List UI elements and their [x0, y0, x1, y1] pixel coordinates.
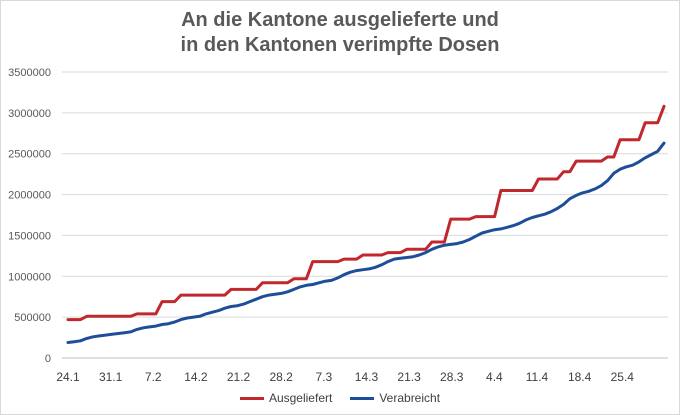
- y-tick-label: 0: [45, 353, 51, 365]
- x-tick-label: 28.2: [270, 370, 294, 384]
- gridlines: [62, 71, 668, 318]
- x-tick-label: 21.2: [227, 370, 251, 384]
- x-tick-label: 21.3: [397, 370, 421, 384]
- legend-swatch-verabreicht: [350, 396, 375, 400]
- x-tick-label: 14.2: [184, 370, 208, 384]
- y-tick-label: 3500000: [8, 67, 51, 79]
- x-tick-label: 7.2: [145, 370, 162, 384]
- x-tick-label: 11.4: [526, 370, 549, 384]
- x-tick-label: 25.4: [611, 370, 635, 384]
- y-tick-label: 500000: [14, 312, 51, 324]
- x-tick-label: 4.4: [486, 370, 503, 384]
- y-tick-label: 2000000: [8, 190, 51, 202]
- x-tick-label: 28.3: [440, 370, 464, 384]
- series-line-ausgeliefert: [66, 104, 666, 322]
- y-tick-label: 3000000: [8, 108, 51, 120]
- series-line-verabreicht: [66, 141, 666, 344]
- legend-item-verabreicht: Verabreicht: [350, 391, 440, 405]
- legend-swatch-ausgeliefert: [239, 396, 264, 400]
- chart-title-line-1: An die Kantone ausgelieferte und: [181, 9, 499, 31]
- x-tick-label: 31.1: [99, 370, 123, 384]
- x-tick-label: 24.1: [56, 370, 80, 384]
- y-tick-label: 2500000: [8, 149, 51, 161]
- y-tick-label: 1000000: [8, 271, 51, 283]
- legend-label-ausgeliefert: Ausgeliefert: [268, 391, 333, 405]
- x-tick-label: 7.3: [315, 370, 332, 384]
- x-tick-label: 18.4: [568, 370, 592, 384]
- y-tick-label: 1500000: [8, 230, 51, 242]
- series-lines: [66, 104, 666, 344]
- chart-title-line-2: in den Kantonen verimpfte Dosen: [180, 34, 500, 56]
- x-tick-label: 14.3: [355, 370, 379, 384]
- legend: Ausgeliefert Verabreicht: [0, 391, 680, 405]
- x-axis-ticks: 24.1 31.1 7.2 14.2 21.2 28.2 7.3 14.3 21.3 28.3 4.…: [56, 370, 634, 384]
- y-axis-ticks: 0 500000 1000000 1500000 2000000 2500000 30000…: [8, 67, 51, 365]
- legend-item-ausgeliefert: Ausgeliefert: [239, 391, 333, 405]
- legend-label-verabreicht: Verabreicht: [379, 391, 441, 405]
- chart-title: An die Kantone ausgelieferte und in den …: [0, 8, 680, 58]
